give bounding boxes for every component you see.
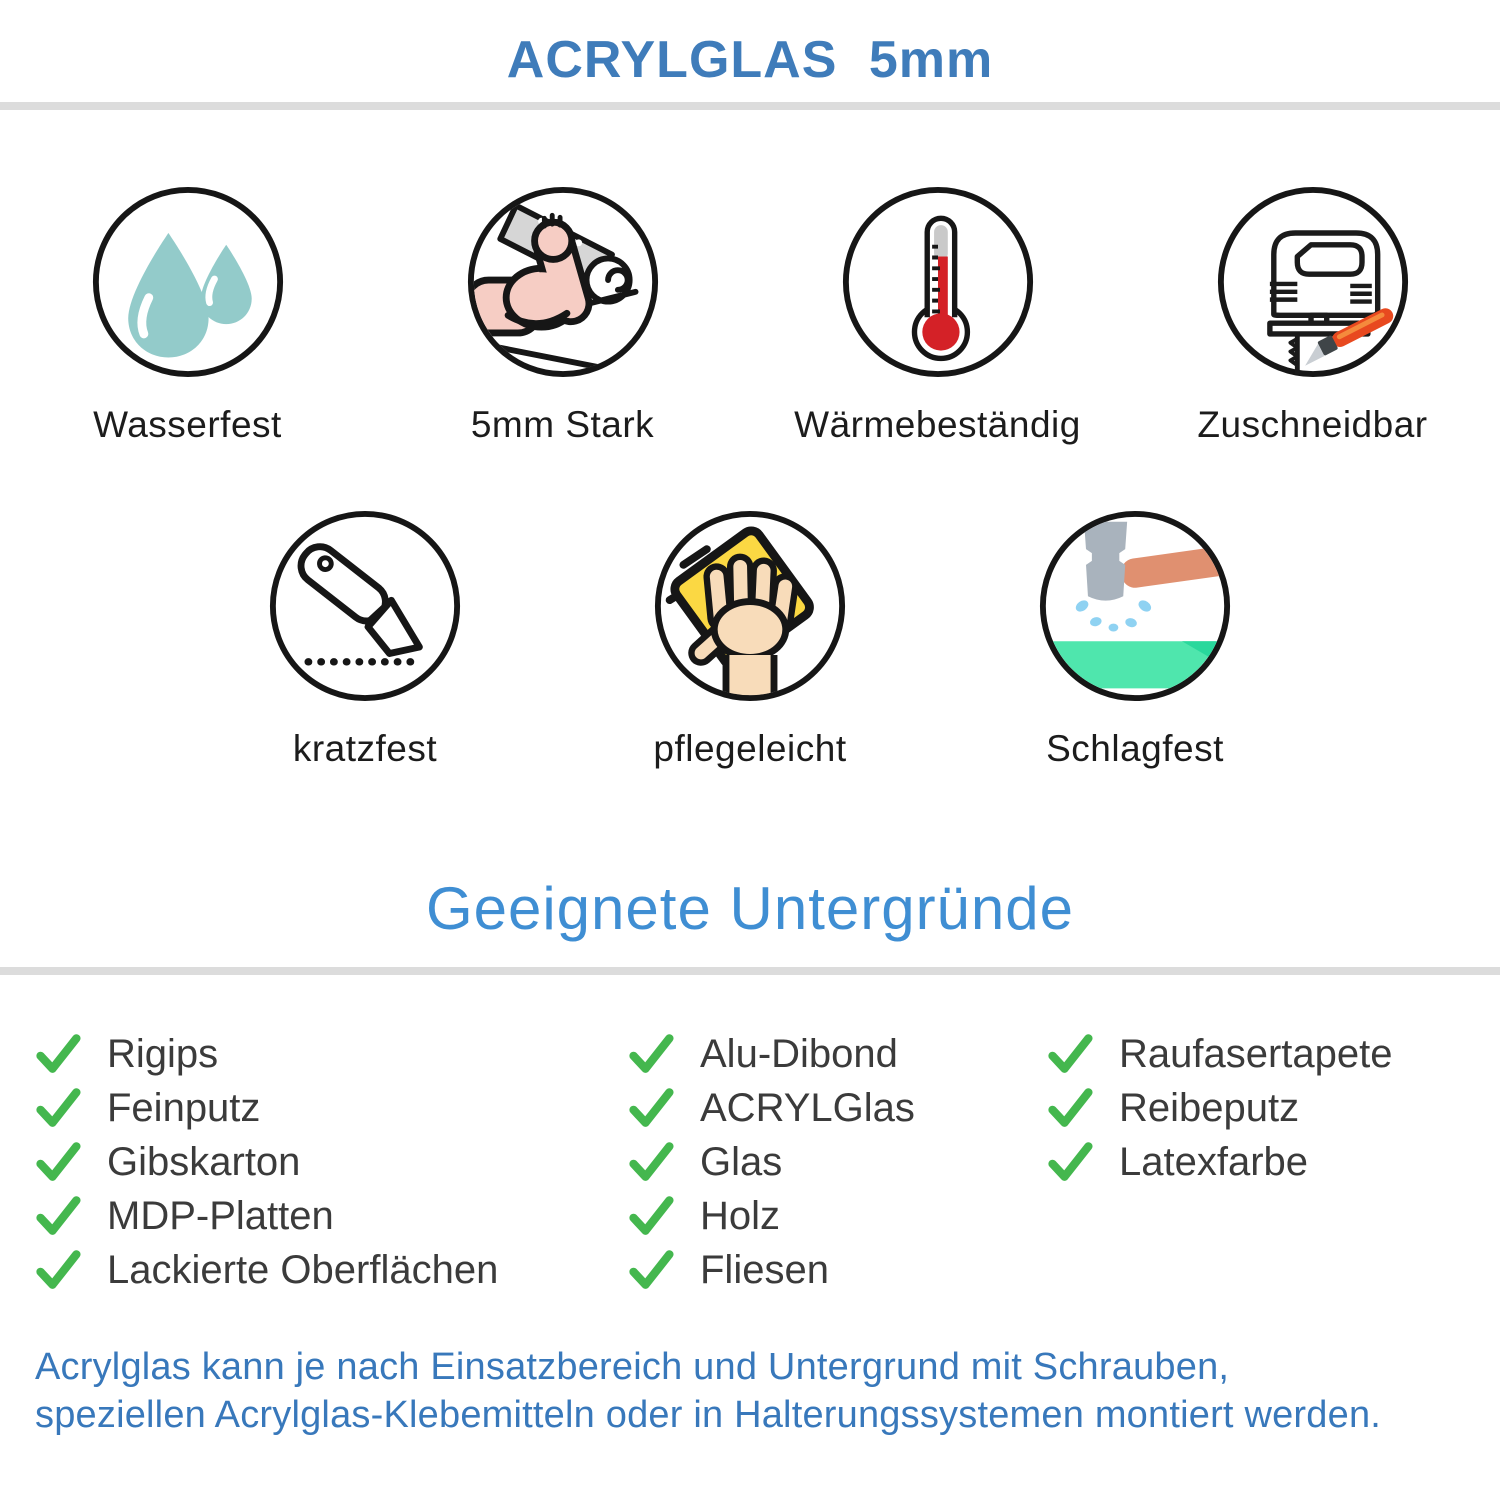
feature-label: Wärmebeständig — [794, 404, 1081, 445]
checklist-item: Holz — [628, 1189, 1047, 1243]
checkmark-icon — [628, 1139, 674, 1185]
utility-knife-icon — [267, 508, 463, 704]
checklist-item: MDP-Platten — [35, 1189, 628, 1243]
footnote-line-2: speziellen Acrylglas-Klebemitteln oder i… — [35, 1394, 1382, 1436]
checklist-label: Holz — [700, 1193, 781, 1238]
checklist-item: Reibeputz — [1047, 1081, 1500, 1135]
checkmark-icon — [628, 1247, 674, 1293]
feature-cut-to-size: Zuschneidbar — [1125, 184, 1500, 446]
feature-easy-care: pflegeleicht — [558, 508, 943, 770]
checklist-label: Alu-Dibond — [700, 1031, 898, 1076]
muscle-arm-icon — [465, 184, 661, 380]
features-row-2: kratzfest — [0, 508, 1500, 770]
subsurface-checklist: Rigips Feinputz Gibskarton MDP-Platten L… — [0, 1027, 1500, 1297]
checklist-label: Reibeputz — [1119, 1085, 1300, 1130]
checklist-column-1: Rigips Feinputz Gibskarton MDP-Platten L… — [35, 1027, 628, 1297]
checklist-label: Feinputz — [107, 1085, 261, 1130]
thermometer-icon — [840, 184, 1036, 380]
checklist-label: Fliesen — [700, 1247, 829, 1292]
checkmark-icon — [35, 1085, 81, 1131]
checklist-item: Gibskarton — [35, 1135, 628, 1189]
feature-scratch-proof: kratzfest — [173, 508, 558, 770]
feature-heat-resistant: Wärmebeständig — [750, 184, 1125, 446]
checklist-label: ACRYLGlas — [700, 1085, 915, 1130]
water-drops-icon — [90, 184, 286, 380]
feature-label: kratzfest — [292, 728, 438, 769]
checkmark-icon — [1047, 1031, 1093, 1077]
checkmark-icon — [628, 1085, 674, 1131]
page-title: ACRYLGLAS 5mm — [506, 31, 994, 89]
jigsaw-cutter-icon — [1215, 184, 1411, 380]
checklist-column-3: Raufasertapete Reibeputz Latexfarbe — [1047, 1027, 1500, 1297]
checkmark-icon — [35, 1139, 81, 1185]
checklist-label: MDP-Platten — [107, 1193, 334, 1238]
feature-label: 5mm Stark — [470, 404, 655, 445]
checklist-label: Glas — [700, 1139, 783, 1184]
divider-bar-middle — [0, 967, 1500, 975]
checklist-item: ACRYLGlas — [628, 1081, 1047, 1135]
feature-waterproof: Wasserfest — [0, 184, 375, 446]
checklist-item: Lackierte Oberflächen — [35, 1243, 628, 1297]
checkmark-icon — [35, 1031, 81, 1077]
feature-label: Zuschneidbar — [1197, 404, 1428, 445]
checklist-item: Latexfarbe — [1047, 1135, 1500, 1189]
checklist-item: Rigips — [35, 1027, 628, 1081]
footnote-line-1: Acrylglas kann je nach Einsatzbereich un… — [35, 1346, 1230, 1388]
hammer-impact-icon — [1037, 508, 1233, 704]
mounting-footnote: Acrylglas kann je nach Einsatzbereich un… — [0, 1343, 1500, 1439]
feature-label: Wasserfest — [93, 404, 282, 445]
checkmark-icon — [628, 1193, 674, 1239]
checklist-column-2: Alu-Dibond ACRYLGlas Glas Holz Fliesen — [628, 1027, 1047, 1297]
feature-label: Schlagfest — [1046, 728, 1224, 769]
checklist-label: Latexfarbe — [1119, 1139, 1309, 1184]
checkmark-icon — [35, 1247, 81, 1293]
checkmark-icon — [35, 1193, 81, 1239]
checklist-item: Alu-Dibond — [628, 1027, 1047, 1081]
features-row-1: Wasserfest — [0, 184, 1500, 446]
cleaning-cloth-hand-icon — [652, 508, 848, 704]
checklist-item: Fliesen — [628, 1243, 1047, 1297]
checklist-label: Gibskarton — [107, 1139, 301, 1184]
checkmark-icon — [1047, 1139, 1093, 1185]
feature-impact-proof: Schlagfest — [943, 508, 1328, 770]
checklist-label: Raufasertapete — [1119, 1031, 1393, 1076]
checklist-item: Raufasertapete — [1047, 1027, 1500, 1081]
feature-thickness: 5mm Stark — [375, 184, 750, 446]
feature-label: pflegeleicht — [653, 728, 847, 769]
subsurface-heading: Geeignete Untergründe — [425, 875, 1075, 942]
features-section: Wasserfest — [0, 184, 1500, 770]
checklist-label: Lackierte Oberflächen — [107, 1247, 499, 1292]
checklist-item: Feinputz — [35, 1081, 628, 1135]
checklist-item: Glas — [628, 1135, 1047, 1189]
checkmark-icon — [1047, 1085, 1093, 1131]
checkmark-icon — [628, 1031, 674, 1077]
divider-bar-top — [0, 102, 1500, 110]
checklist-label: Rigips — [107, 1031, 219, 1076]
